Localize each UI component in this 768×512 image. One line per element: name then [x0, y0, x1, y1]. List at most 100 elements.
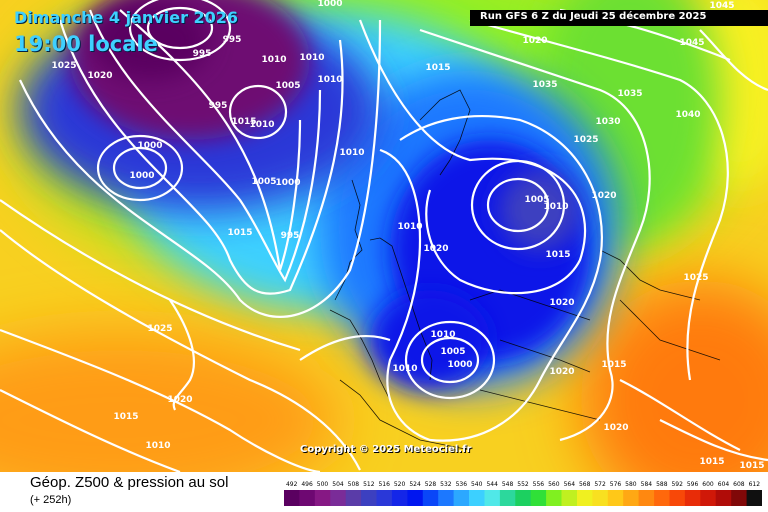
weather-map: 1025 1020 995 995 1000 1000 1010 1010 10… — [0, 0, 768, 472]
scale-swatch — [284, 490, 300, 506]
isobar-label: 1020 — [603, 423, 628, 433]
scale-tick-label: 608 — [733, 481, 745, 488]
isobar-label: 1025 — [573, 135, 598, 145]
isobar-label: 1005 — [440, 347, 465, 357]
scale-tick-label: 572 — [594, 481, 606, 488]
isobar-label: 1035 — [617, 89, 642, 99]
isobar-label: 1020 — [87, 71, 112, 81]
scale-swatch — [376, 490, 393, 506]
isobar-label: 1010 — [392, 364, 417, 374]
isobar-label: 1010 — [430, 330, 455, 340]
scale-tick-label: 520 — [394, 481, 406, 488]
forecast-date: Dimanche 4 janvier 2026 — [14, 8, 239, 27]
scale-tick-label: 580 — [625, 481, 637, 488]
scale-tick-label: 528 — [425, 481, 437, 488]
scale-swatch — [469, 490, 485, 506]
isobar-label: 1005 — [275, 81, 300, 91]
isobar-label: 1020 — [549, 298, 574, 308]
isobar-label: 1000 — [317, 0, 342, 9]
run-info-text: Run GFS 6 Z du Jeudi 25 décembre 2025 — [480, 11, 707, 22]
scale-swatch — [607, 490, 624, 506]
isobar-label: 995 — [281, 231, 300, 241]
isobar-label: 995 — [223, 35, 242, 45]
isobar-label: 1040 — [675, 110, 700, 120]
map-title: Géop. Z500 & pression au sol — [30, 474, 229, 491]
isobar-label: 1010 — [339, 148, 364, 158]
scale-tick-label: 604 — [718, 481, 730, 488]
scale-tick-label: 508 — [348, 481, 360, 488]
scale-swatch — [546, 490, 562, 506]
scale-tick-label: 600 — [702, 481, 714, 488]
scale-swatch — [669, 490, 686, 506]
isobar-labels: 1025 1020 995 995 1000 1000 1010 1010 10… — [51, 0, 764, 471]
scale-swatch — [638, 490, 655, 506]
isobar-label: 1045 — [709, 1, 734, 11]
scale-tick-label: 496 — [301, 481, 313, 488]
scale-tick-label: 564 — [564, 481, 576, 488]
scale-swatch — [577, 490, 593, 506]
isobar-label: 1010 — [397, 222, 422, 232]
scale-swatch — [715, 490, 732, 506]
isobar-label: 1015 — [425, 63, 450, 73]
scale-swatch — [391, 490, 408, 506]
scale-tick-label: 592 — [671, 481, 683, 488]
scale-tick-label: 584 — [641, 481, 653, 488]
scale-tick-label: 552 — [517, 481, 529, 488]
scale-tick-label: 544 — [486, 481, 498, 488]
scale-tick-label: 536 — [456, 481, 468, 488]
isobar-label: 1035 — [532, 80, 557, 90]
scale-swatch — [499, 490, 516, 506]
scale-swatch — [453, 490, 470, 506]
scale-swatch — [407, 490, 424, 506]
isobar-label: 1010 — [249, 120, 274, 130]
isobar-label: 1020 — [522, 36, 547, 46]
scale-swatch — [299, 490, 316, 506]
isobars — [0, 0, 768, 472]
isobar-label: 1015 — [699, 457, 724, 467]
scale-swatch — [746, 490, 762, 506]
isobar-label: 1010 — [261, 55, 286, 65]
scale-swatch — [361, 490, 377, 506]
isobar-label: 1005 — [524, 195, 549, 205]
scale-swatch — [484, 490, 501, 506]
isobar-label: 1020 — [423, 244, 448, 254]
isobar-label: 1025 — [683, 273, 708, 283]
scale-swatch — [422, 490, 439, 506]
scale-swatch — [700, 490, 717, 506]
isobar-label: 1030 — [595, 117, 620, 127]
isobar-label: 1020 — [549, 367, 574, 377]
isobar-label: 1015 — [227, 228, 252, 238]
coastlines — [329, 89, 721, 451]
scale-swatch — [561, 490, 578, 506]
scale-tick-label: 548 — [502, 481, 514, 488]
scale-tick-label: 532 — [440, 481, 452, 488]
isobar-label: 1045 — [679, 38, 704, 48]
scale-swatch — [515, 490, 532, 506]
isobar-label: 1010 — [543, 202, 568, 212]
isobar-label: 1010 — [145, 441, 170, 451]
isobar-label: 995 — [193, 49, 212, 59]
scale-tick-label: 512 — [363, 481, 375, 488]
scale-tick-label: 500 — [317, 481, 329, 488]
isobar-label: 1000 — [447, 360, 472, 370]
isobar-label: 1010 — [299, 53, 324, 63]
scale-tick-label: 556 — [533, 481, 545, 488]
forecast-time: 19:00 locale — [14, 32, 158, 56]
isobar-label: 1020 — [167, 395, 192, 405]
scale-tick-label: 492 — [286, 481, 298, 488]
scale-swatch — [438, 490, 455, 506]
isobar-label: 1000 — [275, 178, 300, 188]
scale-tick-label: 540 — [471, 481, 483, 488]
isobar-label: 1015 — [545, 250, 570, 260]
run-info-bar — [470, 10, 768, 26]
scale-swatch — [654, 490, 670, 506]
scale-tick-label: 568 — [579, 481, 591, 488]
isobar-label: 1015 — [739, 461, 764, 471]
scale-swatch — [623, 490, 640, 506]
scale-swatch — [330, 490, 347, 506]
scale-tick-label: 576 — [610, 481, 622, 488]
scale-swatch — [530, 490, 547, 506]
isobar-label: 1025 — [147, 324, 172, 334]
scale-tick-label: 596 — [687, 481, 699, 488]
isobar-label: 1015 — [113, 412, 138, 422]
